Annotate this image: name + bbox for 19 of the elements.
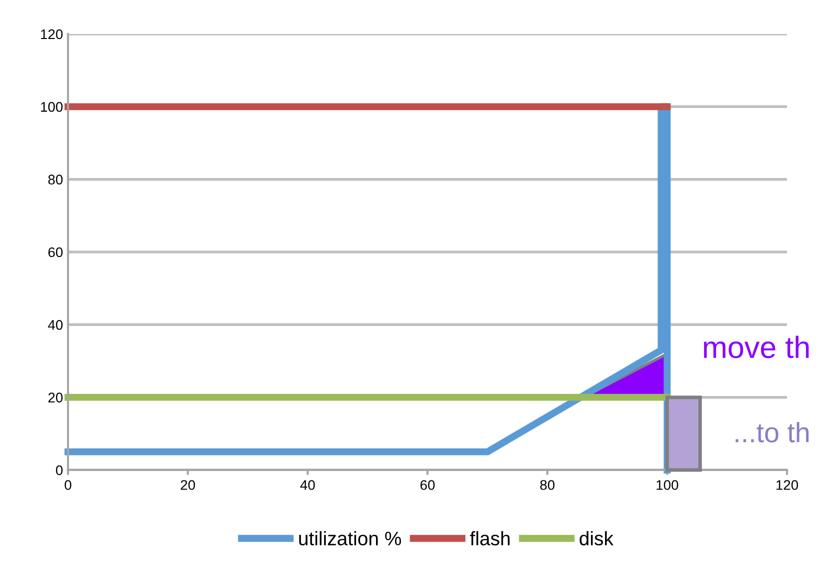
x-tick-label: 100: [656, 480, 678, 490]
y-tick-label: 20: [48, 392, 63, 403]
x-tick-label: 60: [420, 480, 435, 490]
legend-label: utilization %: [299, 531, 401, 546]
annotation: ...to th: [736, 422, 809, 442]
y-tick-label: 0: [56, 465, 63, 476]
x-tick-label: 20: [180, 480, 196, 490]
x-tick-label: 80: [540, 480, 555, 490]
x-tick-label: 40: [300, 480, 315, 490]
annotation: move th: [704, 336, 809, 358]
y-tick-label: 120: [41, 29, 63, 40]
y-tick-label: 100: [41, 102, 63, 112]
x-tick-label: 120: [776, 480, 798, 490]
y-tick-label: 40: [48, 320, 63, 330]
legend-label: disk: [580, 531, 614, 546]
y-tick-label: 60: [48, 247, 63, 258]
legend-label: flash: [470, 531, 510, 546]
x-tick-label: 0: [64, 480, 72, 490]
y-tick-label: 80: [48, 174, 63, 185]
